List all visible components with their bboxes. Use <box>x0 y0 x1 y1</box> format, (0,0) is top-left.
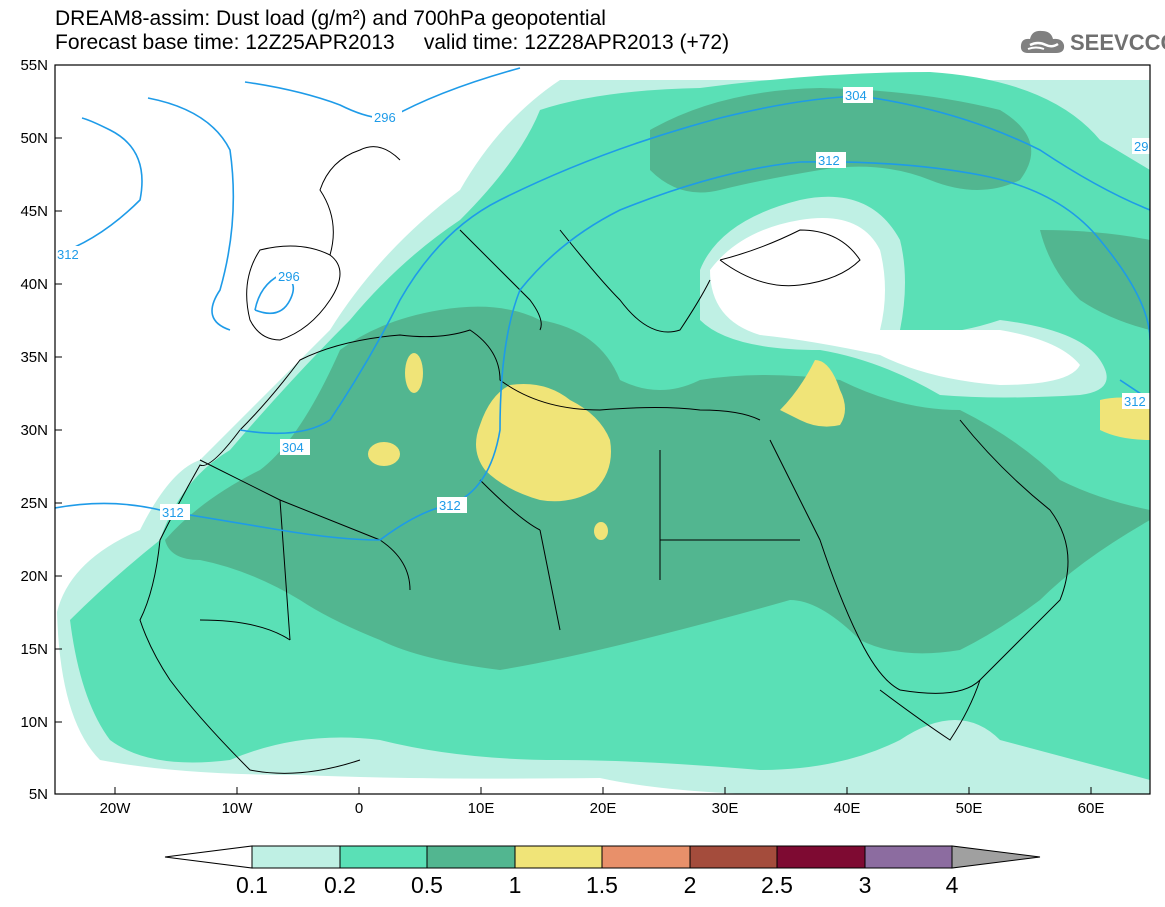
colorbar-label-1: 1 <box>508 872 522 898</box>
lat-label-55n: 55N <box>20 57 48 74</box>
border-west-2 <box>199 619 291 641</box>
seevccc-logo: SEEVCCC <box>1018 22 1165 62</box>
colorbar-label-3: 3 <box>858 872 872 898</box>
dust-area-0.5 <box>165 306 1150 670</box>
contour-label-312-east: 312 <box>818 153 840 168</box>
lat-label-30n: 30N <box>20 422 48 439</box>
coastline-mediterranean-south <box>239 329 761 431</box>
lon-label-60e: 60E <box>1077 800 1105 817</box>
dust-area-1.0-algeria <box>368 442 400 466</box>
contour-label-304-north: 304 <box>845 88 867 103</box>
coastline-italy <box>459 229 542 331</box>
cloud-icon <box>1020 30 1065 53</box>
lat-label-35n: 35N <box>20 349 48 366</box>
dust-clear-turkey-core <box>710 218 1080 385</box>
lon-label-10w: 10W <box>221 800 253 817</box>
contour-label-296: 296 <box>374 110 396 125</box>
coastline-africa-west <box>139 429 361 774</box>
colorbar-bin-1.5-2 <box>601 845 691 869</box>
colorbar-bin-1-1.5 <box>514 845 603 869</box>
coastline-balkans <box>559 229 711 333</box>
lat-label-25n: 25N <box>20 495 48 512</box>
contour-label-29: 29 <box>1134 139 1148 154</box>
colorbar-bin-0.2-0.5 <box>339 845 428 869</box>
colorbar-label-2: 2 <box>683 872 697 898</box>
colorbar-bin-3-4 <box>864 845 953 869</box>
colorbar-bin-0.5-1 <box>426 845 516 869</box>
dust-area-0.5-europe <box>650 88 1032 193</box>
colorbar-label-2.5: 2.5 <box>761 872 793 898</box>
contour-312 <box>55 160 1150 541</box>
lon-label-20w: 20W <box>99 800 131 817</box>
contour-label-312: 312 <box>439 498 461 513</box>
lon-label-10e: 10E <box>467 800 495 817</box>
contour-296-north <box>147 97 235 331</box>
colorbar-label-0.1: 0.1 <box>236 872 268 898</box>
border-sahara-2 <box>539 529 561 631</box>
map-title-line2: Forecast base time: 12Z25APR2013 valid t… <box>55 31 730 54</box>
colorbar-label-4: 4 <box>945 872 959 898</box>
dust-area-1.0-libya <box>476 384 611 502</box>
colorbar-over-triangle <box>951 845 1041 869</box>
coastline-horn <box>879 679 981 741</box>
lat-label-5n: 5N <box>28 786 48 803</box>
colorbar-label-1.5: 1.5 <box>586 872 618 898</box>
dust-area-1.0-algeria-north <box>405 353 423 393</box>
colorbar-bin-2-2.5 <box>689 845 778 869</box>
dust-area-1.0-syria <box>780 360 845 427</box>
lat-label-45n: 45N <box>20 203 48 220</box>
dust-area-0.5-east <box>1040 230 1150 330</box>
map-title-line1: DREAM8-assim: Dust load (g/m²) and 700hP… <box>55 7 606 30</box>
lat-label-40n: 40N <box>20 276 48 293</box>
lat-label-50n: 50N <box>20 130 48 147</box>
contour-label-312-atlantic: 312 <box>57 247 79 262</box>
coastline-iberia <box>246 245 341 341</box>
lon-label-40e: 40E <box>833 800 861 817</box>
lon-label-50e: 50E <box>955 800 983 817</box>
contour-label-312-west: 312 <box>162 505 184 520</box>
lon-label-0: 0 <box>354 800 364 817</box>
border-sahara-5 <box>479 479 541 531</box>
colorbar <box>164 845 1041 869</box>
coastline-arabia <box>899 419 1069 694</box>
colorbar-label-0.2: 0.2 <box>324 872 356 898</box>
lat-label-10n: 10N <box>20 714 48 731</box>
colorbar-bin-0.1-0.2 <box>251 845 341 869</box>
colorbar-label-0.5: 0.5 <box>411 872 443 898</box>
border-sahara-1 <box>279 499 411 591</box>
lon-label-20e: 20E <box>589 800 617 817</box>
contour-label-296-iberia: 296 <box>278 269 300 284</box>
colorbar-under-triangle <box>164 845 253 869</box>
contour-312-atlantic <box>55 117 143 256</box>
logo-text: SEEVCCC <box>1070 30 1165 55</box>
lat-label-15n: 15N <box>20 641 48 658</box>
coastline-red-sea <box>769 439 901 691</box>
contour-label-312-iran: 312 <box>1124 394 1146 409</box>
coastline-france <box>319 146 401 256</box>
lon-label-30e: 30E <box>711 800 739 817</box>
contour-304 <box>239 95 1150 435</box>
dust-area-1.0-chad <box>594 522 608 540</box>
coastline-black-sea <box>719 229 861 287</box>
lat-label-20n: 20N <box>20 568 48 585</box>
contour-label-304: 304 <box>282 440 304 455</box>
colorbar-bin-2.5-3 <box>776 845 866 869</box>
border-west-1 <box>199 459 291 641</box>
